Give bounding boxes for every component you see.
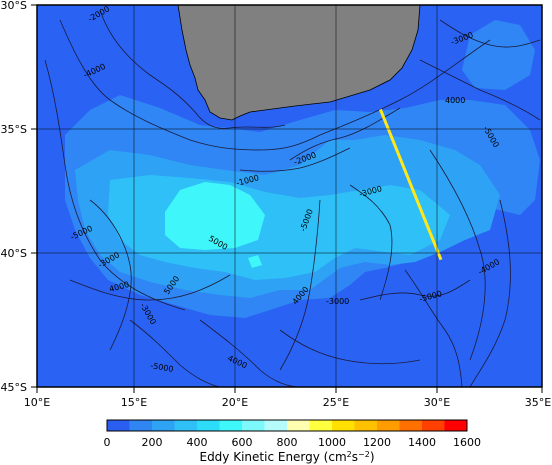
- colorbar-swatch: [129, 420, 153, 431]
- colorbar-tick-label: 1600: [453, 436, 481, 449]
- colorbar-swatch: [377, 420, 400, 431]
- lon-label: 25°E: [323, 396, 349, 409]
- colorbar-swatch: [422, 420, 445, 431]
- colorbar-swatch: [332, 420, 355, 431]
- colorbar-tick-label: 1400: [408, 436, 436, 449]
- eke-level-100-east: [462, 20, 535, 90]
- longitude-labels: 10°E 15°E 20°E 25°E 30°E 35°E: [24, 396, 551, 409]
- lat-label: 35°S: [1, 123, 27, 136]
- transect-line: [379, 108, 443, 261]
- colorbar-title: Eddy Kinetic Energy (cm2s−2): [199, 450, 374, 464]
- colorbar-frame: [106, 419, 468, 432]
- lat-label: 40°S: [1, 247, 27, 260]
- lat-label: 45°S: [1, 381, 27, 394]
- map-frame: [36, 4, 543, 388]
- colorbar-swatch: [242, 420, 265, 431]
- colorbar-swatch: [174, 420, 198, 431]
- lat-label: 30°S: [1, 0, 27, 12]
- colorbar-tick-label: 0: [104, 436, 111, 449]
- colorbar-swatch: [219, 420, 243, 431]
- colorbar-tick-label: 200: [142, 436, 163, 449]
- colorbar-tick-label: 1000: [318, 436, 346, 449]
- colorbar-swatch: [399, 420, 423, 431]
- graticule: [37, 5, 542, 387]
- colorbar-swatch: [197, 420, 220, 431]
- eke-level-600-dot: [248, 255, 262, 268]
- colorbar-swatches: [107, 420, 468, 431]
- colorbar: 0 200 400 600 800 1000 1200 1400 1600 Ed…: [104, 419, 482, 464]
- colorbar-title-sup1: 2: [347, 450, 352, 459]
- colorbar-tick-label: 1200: [363, 436, 391, 449]
- colorbar-swatch: [354, 420, 378, 431]
- lon-label: 15°E: [121, 396, 147, 409]
- colorbar-tick-label: 400: [187, 436, 208, 449]
- colorbar-title-suffix: ): [370, 450, 375, 464]
- eke-level-600: [165, 182, 265, 250]
- map-area: -2000 -4000 -3000 4000 -5000 -1000 -2000…: [37, 5, 542, 387]
- colorbar-title-prefix: Eddy Kinetic Energy (cm: [199, 450, 346, 464]
- land-south-africa: [177, 5, 421, 121]
- lon-label: 30°E: [424, 396, 450, 409]
- colorbar-tick-label: 600: [232, 436, 253, 449]
- colorbar-swatch: [444, 420, 468, 431]
- colorbar-tick-label: 800: [277, 436, 298, 449]
- colorbar-swatch: [309, 420, 333, 431]
- colorbar-swatch: [287, 420, 310, 431]
- colorbar-ticks: 0 200 400 600 800 1000 1200 1400 1600: [104, 436, 482, 449]
- colorbar-swatch: [264, 420, 288, 431]
- contour-label: -5000: [150, 361, 174, 374]
- colorbar-title-sup2: −2: [358, 450, 370, 459]
- bathymetry-contours: [44, 9, 541, 387]
- colorbar-title-mid: s: [352, 450, 358, 464]
- colorbar-swatch: [152, 420, 175, 431]
- latitude-labels: 30°S 35°S 40°S 45°S: [1, 0, 27, 394]
- colorbar-swatch: [107, 420, 130, 431]
- lon-label: 35°E: [525, 396, 551, 409]
- contour-label: 4000: [445, 96, 465, 105]
- contour-label: -3000: [326, 297, 349, 306]
- frame-ticks: [31, 4, 543, 393]
- lon-label: 10°E: [24, 396, 50, 409]
- lon-label: 20°E: [222, 396, 248, 409]
